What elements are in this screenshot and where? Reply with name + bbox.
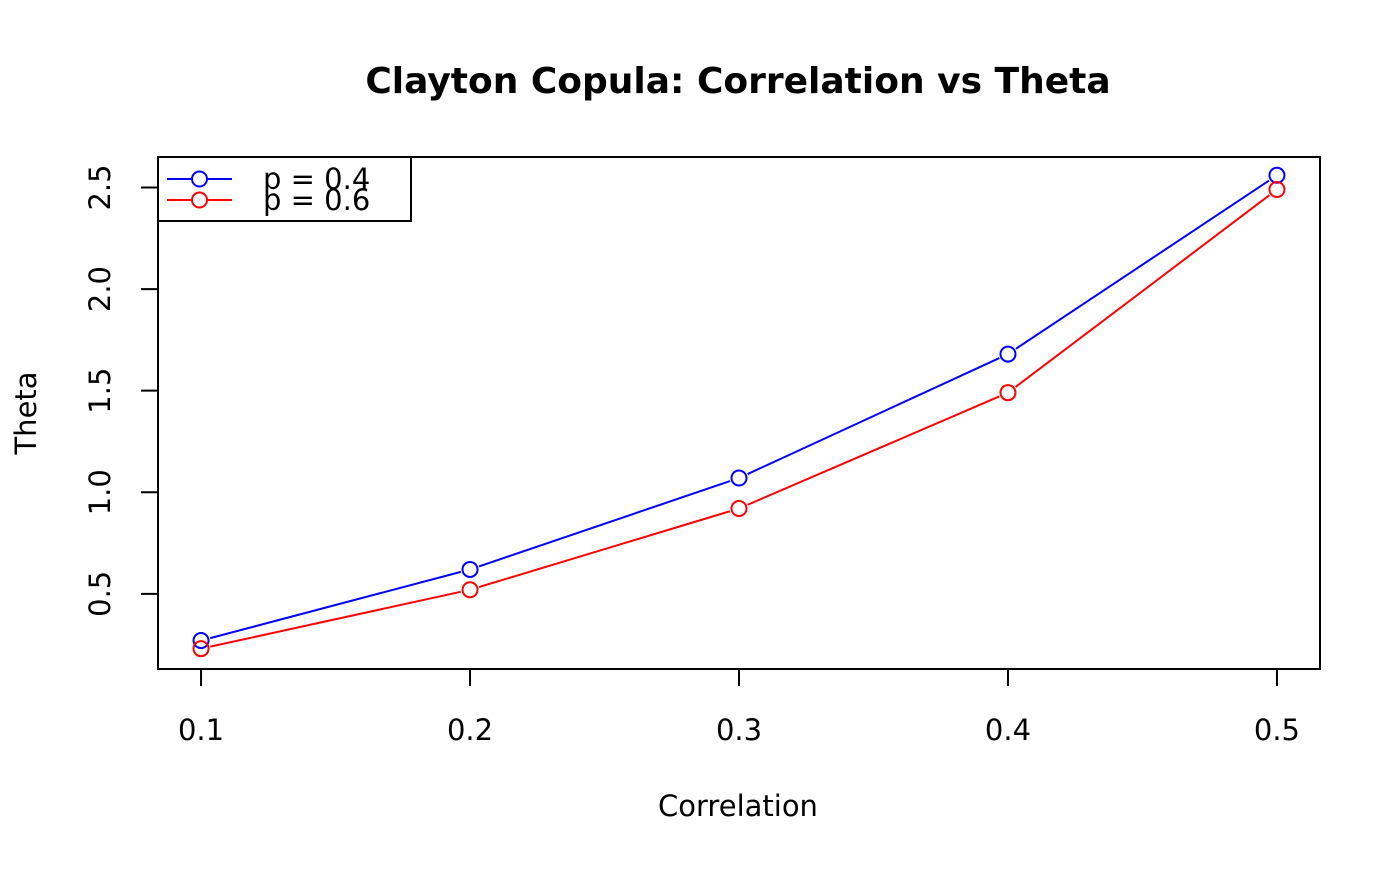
x-tick-label: 0.3 <box>716 713 762 747</box>
y-tick-label: 2.0 <box>83 266 117 312</box>
series-segment <box>1014 194 1270 388</box>
x-axis-title: Correlation <box>658 789 818 823</box>
series-segment <box>1015 179 1270 350</box>
y-axis-title: Theta <box>9 371 43 455</box>
y-tick-label: 1.0 <box>83 469 117 515</box>
data-point <box>999 384 1017 402</box>
series-segment <box>747 357 1000 475</box>
series-1 <box>192 166 1286 650</box>
legend-label: p = 0.6 <box>263 183 370 217</box>
legend: p = 0.4p = 0.6 <box>157 156 412 222</box>
data-point <box>461 581 479 599</box>
series-segment <box>210 590 461 648</box>
chart-title: Clayton Copula: Correlation vs Theta <box>365 61 1110 102</box>
data-point <box>192 632 210 650</box>
series-2 <box>192 181 1286 658</box>
series-segment <box>209 570 462 640</box>
x-tick-label: 0.1 <box>178 713 224 747</box>
legend-marker <box>191 170 208 188</box>
legend-label: p = 0.4 <box>263 162 370 196</box>
plot-frame <box>157 156 1321 670</box>
series-layer <box>192 166 1286 658</box>
data-point <box>999 345 1017 363</box>
legend-box <box>157 156 412 222</box>
legend-marker <box>191 191 208 209</box>
y-tick-label: 1.5 <box>83 368 117 414</box>
data-point <box>461 560 479 578</box>
data-point <box>730 469 748 487</box>
series-segment <box>478 480 731 568</box>
x-axis: 0.1 0.2 0.3 0.4 0.5 <box>178 668 1300 747</box>
x-tick-label: 0.5 <box>1254 713 1300 747</box>
x-tick-label: 0.4 <box>985 713 1031 747</box>
series-segment <box>478 510 731 588</box>
data-point <box>730 499 748 517</box>
data-point <box>1268 166 1286 184</box>
y-tick-label: 0.5 <box>83 571 117 617</box>
data-point <box>192 640 210 658</box>
y-tick-label: 2.5 <box>83 164 117 210</box>
x-tick-label: 0.2 <box>447 713 493 747</box>
y-axis: 0.5 1.0 1.5 2.0 2.5 <box>83 164 159 617</box>
series-segment <box>747 395 1000 506</box>
data-point <box>1268 181 1286 199</box>
